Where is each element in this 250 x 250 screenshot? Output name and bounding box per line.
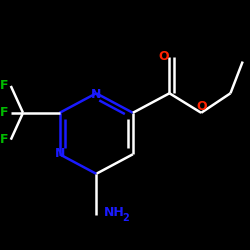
Text: N: N [54, 146, 65, 160]
Text: 2: 2 [122, 213, 129, 223]
Text: O: O [158, 50, 169, 63]
Text: F: F [0, 133, 8, 146]
Text: NH: NH [104, 206, 124, 219]
Text: O: O [196, 100, 206, 113]
Text: N: N [91, 88, 102, 101]
Text: F: F [0, 80, 8, 92]
Text: F: F [0, 106, 8, 119]
